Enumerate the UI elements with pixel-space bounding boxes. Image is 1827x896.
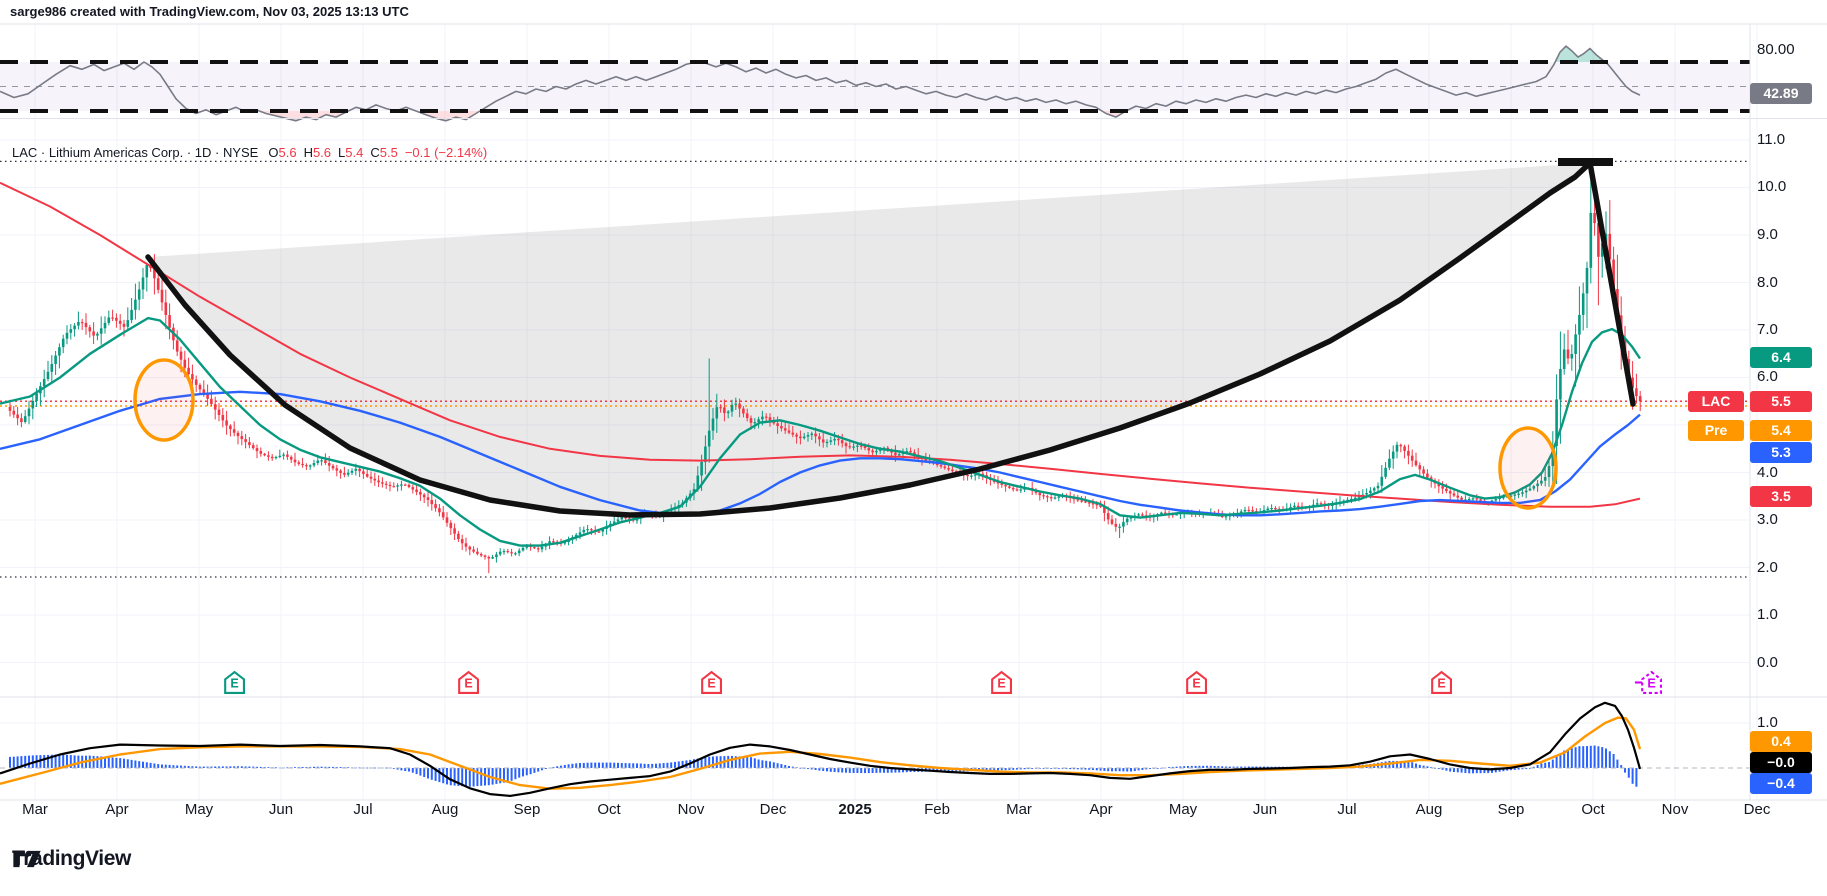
tradingview-logo[interactable]: TradingView — [12, 847, 131, 871]
macd-tick-label[interactable]: 1.0 — [1757, 714, 1778, 731]
rsi-value-badge: 42.89 — [1750, 83, 1812, 104]
ohlc-key: L — [338, 144, 346, 160]
time-axis-label[interactable]: May — [1168, 801, 1198, 818]
macd-value-badge: 0.4 — [1750, 731, 1812, 752]
tradingview-logo-text: TradingView — [12, 847, 131, 870]
macd-value-badge: −0.0 — [1750, 752, 1812, 773]
earnings-marker-icon[interactable]: E — [697, 670, 723, 695]
change-value: −0.1 (−2.14%) — [404, 144, 488, 160]
svg-text:E: E — [1192, 677, 1200, 691]
price-tick-label[interactable]: 3.0 — [1757, 511, 1778, 528]
tradingview-logo-icon — [13, 850, 41, 868]
time-axis-label[interactable]: Oct — [1581, 801, 1605, 818]
price-tick-label[interactable]: 0.0 — [1757, 654, 1778, 671]
earnings-marker-icon[interactable]: E — [454, 670, 480, 695]
price-tick-label[interactable]: 6.0 — [1757, 368, 1778, 385]
ohlc-key: O — [268, 144, 279, 160]
ohlc-value: 5.4 — [345, 144, 364, 160]
earnings-marker-icon[interactable]: E — [1182, 670, 1208, 695]
ohlc-key: C — [370, 144, 380, 160]
ohlc-value: 5.6 — [278, 144, 297, 160]
price-tick-label[interactable]: 7.0 — [1757, 321, 1778, 338]
price-value-badge: 3.5 — [1750, 486, 1812, 507]
symbol-legend[interactable]: LAC · Lithium Americas Corp. · 1D · NYSE… — [12, 143, 494, 161]
earnings-marker-icon[interactable]: E — [1634, 670, 1663, 695]
price-value-badge: 5.3 — [1750, 442, 1812, 463]
price-source-badge: LAC — [1688, 391, 1744, 412]
time-axis-label[interactable]: Jul — [1337, 801, 1357, 818]
time-axis-label[interactable]: Mar — [22, 801, 48, 818]
price-value-badge: 6.4 — [1750, 347, 1812, 368]
svg-text:E: E — [707, 677, 715, 691]
time-axis-label[interactable]: Jun — [268, 801, 294, 818]
ohlc-values: O5.6 H5.6 L5.4 C5.5 — [268, 145, 404, 160]
svg-text:E: E — [1647, 677, 1655, 691]
price-value-badge: 5.4 — [1750, 420, 1812, 441]
time-axis-label[interactable]: Sep — [1497, 801, 1525, 818]
price-value-badge: 5.5 — [1750, 391, 1812, 412]
symbol-title[interactable]: LAC · Lithium Americas Corp. · 1D · NYSE — [12, 144, 259, 160]
earnings-marker-icon[interactable]: E — [1427, 670, 1453, 695]
ohlc-key: H — [303, 144, 313, 160]
price-tick-label[interactable]: 1.0 — [1757, 606, 1778, 623]
time-axis-label[interactable]: Jul — [353, 801, 373, 818]
time-axis-label[interactable]: Dec — [759, 801, 787, 818]
time-axis-label[interactable]: Aug — [1415, 801, 1443, 818]
time-axis-label[interactable]: Jun — [1252, 801, 1278, 818]
time-axis-label[interactable]: Nov — [677, 801, 705, 818]
time-axis-label[interactable]: 2025 — [838, 801, 872, 818]
price-tick-label[interactable]: 11.0 — [1757, 131, 1786, 148]
time-axis-label[interactable]: Apr — [105, 801, 129, 818]
svg-text:E: E — [464, 677, 472, 691]
svg-text:E: E — [1437, 677, 1445, 691]
price-tick-label[interactable]: 8.0 — [1757, 274, 1778, 291]
price-tick-label[interactable]: 4.0 — [1757, 464, 1778, 481]
svg-text:E: E — [230, 677, 238, 691]
time-axis-label[interactable]: Nov — [1661, 801, 1689, 818]
ohlc-value: 5.6 — [312, 144, 332, 160]
macd-value-badge: −0.4 — [1750, 773, 1812, 794]
time-axis-label[interactable]: Dec — [1743, 801, 1771, 818]
time-axis-label[interactable]: Apr — [1089, 801, 1113, 818]
time-axis-label[interactable]: Feb — [924, 801, 950, 818]
ohlc-value: 5.5 — [379, 144, 398, 160]
price-tick-label[interactable]: 9.0 — [1757, 226, 1778, 243]
time-axis-label[interactable]: Sep — [513, 801, 541, 818]
rsi-upper-tick-label[interactable]: 80.00 — [1757, 41, 1795, 58]
price-source-badge: Pre — [1688, 420, 1744, 441]
time-axis-label[interactable]: Oct — [597, 801, 621, 818]
earnings-marker-icon[interactable]: E — [220, 670, 246, 695]
time-axis-label[interactable]: May — [184, 801, 214, 818]
svg-text:E: E — [997, 677, 1005, 691]
time-axis-label[interactable]: Mar — [1006, 801, 1032, 818]
snapshot-credit: sarge986 created with TradingView.com, N… — [10, 4, 409, 19]
price-tick-label[interactable]: 2.0 — [1757, 559, 1778, 576]
earnings-marker-icon[interactable]: E — [987, 670, 1013, 695]
time-axis-label[interactable]: Aug — [431, 801, 459, 818]
price-tick-label[interactable]: 10.0 — [1757, 178, 1787, 195]
